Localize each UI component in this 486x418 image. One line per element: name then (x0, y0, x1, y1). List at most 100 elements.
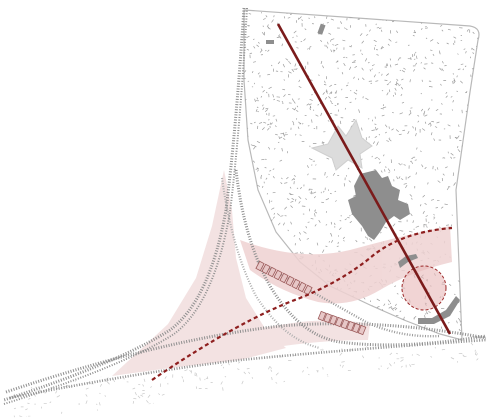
stipple-mark (463, 199, 466, 203)
stipple-mark (257, 169, 259, 172)
stipple-mark (387, 299, 391, 303)
stipple-mark (368, 413, 371, 416)
stipple-mark (296, 187, 299, 189)
stipple-mark (395, 389, 398, 392)
stipple-mark (298, 16, 302, 20)
stipple-mark (243, 371, 246, 375)
stipple-mark (288, 71, 292, 74)
stipple-mark (462, 354, 465, 357)
stipple-mark (368, 340, 371, 342)
stipple-mark (467, 134, 470, 137)
stipple-mark (349, 221, 353, 224)
stipple-mark (279, 241, 283, 244)
stipple-mark (298, 237, 301, 242)
stipple-mark (396, 78, 399, 81)
stipple-mark (24, 380, 27, 384)
stipple-mark (454, 293, 456, 296)
stipple-mark (468, 104, 472, 108)
platform-segment (285, 275, 295, 287)
stipple-mark (456, 320, 458, 324)
stipple-mark (291, 68, 295, 73)
stipple-mark (241, 217, 243, 218)
stipple-mark (267, 73, 271, 76)
stipple-mark (452, 100, 455, 103)
stipple-mark (276, 100, 281, 102)
stipple-mark (444, 65, 447, 67)
stipple-mark (423, 67, 426, 70)
stipple-mark (334, 44, 337, 47)
stipple-mark (361, 77, 365, 81)
stipple-mark (445, 166, 448, 169)
platform-segment (273, 269, 283, 281)
platform-segment (323, 312, 333, 324)
stipple-mark (283, 79, 285, 81)
railway-network (3, 7, 486, 405)
stipple-mark (240, 141, 241, 142)
stipple-mark (434, 126, 438, 128)
stipple-mark (92, 412, 95, 414)
stipple-mark (165, 408, 167, 412)
stipple-mark (392, 13, 396, 16)
stipple-mark (429, 49, 433, 51)
rail-line-inner-curve (234, 169, 486, 347)
stipple-mark (413, 53, 416, 57)
stipple-mark (314, 209, 317, 212)
stipple-mark (480, 44, 482, 45)
stipple-mark (268, 366, 271, 370)
stipple-mark (269, 122, 272, 125)
stipple-mark (310, 103, 312, 106)
stipple-mark (296, 47, 299, 49)
stipple-mark (344, 27, 346, 30)
stipple-mark (197, 399, 202, 401)
stipple-mark (310, 217, 314, 220)
stipple-mark (462, 68, 465, 71)
stipple-mark (466, 119, 469, 122)
stipple-mark (255, 109, 258, 112)
stipple-mark (198, 406, 201, 409)
platform-segment (297, 281, 307, 293)
stipple-mark (307, 47, 309, 50)
stipple-mark (296, 110, 299, 112)
stipple-mark (158, 393, 161, 396)
stipple-mark (283, 94, 286, 98)
stipple-mark (389, 81, 392, 83)
stipple-mark (415, 55, 418, 59)
stipple-mark (19, 362, 23, 365)
stipple-mark (405, 184, 408, 189)
stipple-mark (245, 98, 247, 101)
stipple-mark (346, 11, 349, 14)
stipple-mark (238, 409, 243, 412)
stipple-mark (457, 53, 459, 55)
platform-segment (317, 310, 327, 322)
stipple-mark (450, 357, 455, 360)
stipple-mark (398, 10, 401, 13)
stipple-mark (289, 11, 292, 13)
stipple-mark (397, 57, 401, 61)
platform-arc-lower (418, 296, 460, 324)
stipple-mark (396, 30, 399, 34)
stipple-mark (345, 84, 349, 87)
stipple-mark (342, 39, 346, 42)
stipple-mark (253, 121, 256, 124)
stipple-mark (137, 395, 141, 399)
stipple-mark (454, 14, 457, 17)
stipple-mark (256, 215, 258, 217)
stipple-mark (251, 188, 254, 191)
platform-row-lower (317, 310, 367, 336)
stipple-mark (474, 276, 477, 279)
stipple-mark (127, 342, 131, 345)
stipple-mark (279, 384, 281, 388)
stipple-mark (469, 236, 473, 239)
stipple-mark (320, 346, 324, 350)
stipple-mark (478, 134, 479, 137)
stipple-mark (308, 373, 310, 376)
stipple-mark (371, 68, 373, 70)
stipple-mark (354, 15, 356, 17)
stipple-mark (376, 54, 379, 56)
stipple-mark (403, 67, 406, 70)
stipple-mark (314, 211, 318, 214)
stipple-mark (85, 400, 88, 404)
stipple-mark (409, 194, 413, 197)
stipple-mark (428, 122, 431, 126)
stipple-mark (451, 109, 453, 111)
